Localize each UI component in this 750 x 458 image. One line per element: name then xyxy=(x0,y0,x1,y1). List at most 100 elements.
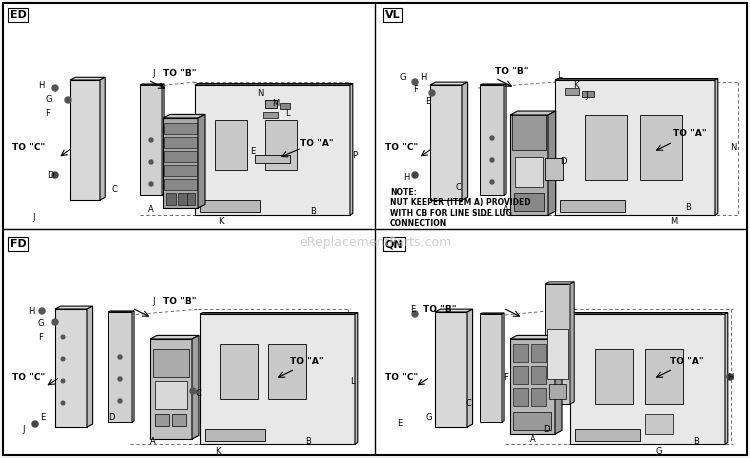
Circle shape xyxy=(118,355,122,359)
Circle shape xyxy=(118,399,122,403)
Bar xyxy=(172,414,186,426)
Bar xyxy=(514,193,544,211)
Polygon shape xyxy=(545,284,570,404)
Bar xyxy=(164,179,197,190)
Bar xyxy=(265,120,297,170)
Text: J: J xyxy=(22,425,25,434)
Text: K: K xyxy=(573,81,578,89)
Bar xyxy=(645,349,683,404)
Text: NOTE:
NUT KEEPER (ITEM A) PROVIDED
WITH CB FOR LINE SIDE LUG
CONNECTION: NOTE: NUT KEEPER (ITEM A) PROVIDED WITH … xyxy=(390,188,531,228)
Bar xyxy=(164,123,197,134)
Circle shape xyxy=(62,401,64,405)
Polygon shape xyxy=(200,314,355,444)
Text: TO "A": TO "A" xyxy=(673,129,706,137)
Text: TO "A": TO "A" xyxy=(670,358,704,366)
Bar xyxy=(565,88,579,95)
Circle shape xyxy=(149,138,153,142)
Bar xyxy=(582,91,594,97)
Text: TO "C": TO "C" xyxy=(12,372,45,382)
Polygon shape xyxy=(150,335,199,339)
Text: FD: FD xyxy=(10,239,26,249)
Polygon shape xyxy=(510,115,548,215)
Bar xyxy=(531,344,546,362)
Polygon shape xyxy=(435,309,472,312)
Text: J: J xyxy=(585,91,587,99)
Text: K: K xyxy=(215,447,220,456)
Polygon shape xyxy=(570,314,725,444)
Polygon shape xyxy=(150,339,192,439)
Bar xyxy=(513,388,528,406)
Text: H: H xyxy=(38,82,44,91)
Polygon shape xyxy=(108,312,132,422)
Text: J: J xyxy=(152,296,154,305)
Text: A: A xyxy=(503,206,509,214)
Polygon shape xyxy=(467,309,472,427)
Text: F: F xyxy=(413,86,418,94)
Polygon shape xyxy=(140,84,164,85)
Text: TO "A": TO "A" xyxy=(300,138,334,147)
Text: M: M xyxy=(670,217,677,225)
Polygon shape xyxy=(195,85,350,215)
Bar xyxy=(164,137,197,148)
Text: G: G xyxy=(425,413,431,421)
Polygon shape xyxy=(480,85,504,195)
Text: J: J xyxy=(152,70,154,78)
Bar xyxy=(265,100,277,108)
Text: E: E xyxy=(397,420,402,429)
Text: E: E xyxy=(425,98,430,107)
Bar xyxy=(220,344,258,399)
Text: A: A xyxy=(150,437,156,447)
Text: TO "C": TO "C" xyxy=(385,372,418,382)
Circle shape xyxy=(62,335,64,339)
Polygon shape xyxy=(163,118,198,208)
Polygon shape xyxy=(200,312,358,314)
Polygon shape xyxy=(70,80,100,200)
Polygon shape xyxy=(510,111,556,115)
Text: H: H xyxy=(420,73,426,82)
Text: TO "B": TO "B" xyxy=(423,305,457,313)
Polygon shape xyxy=(195,83,352,85)
Circle shape xyxy=(52,319,58,325)
Bar xyxy=(575,429,640,441)
Circle shape xyxy=(62,379,64,383)
Text: C: C xyxy=(195,389,201,398)
Bar xyxy=(513,412,551,430)
Bar xyxy=(205,429,265,441)
Text: P: P xyxy=(352,151,357,159)
Polygon shape xyxy=(140,85,162,195)
Text: F: F xyxy=(45,109,50,118)
Bar xyxy=(164,151,197,162)
Text: G: G xyxy=(400,73,406,82)
Bar xyxy=(215,120,247,170)
Bar xyxy=(640,115,682,180)
Bar xyxy=(512,115,546,150)
Bar xyxy=(531,388,546,406)
Text: F: F xyxy=(38,333,43,342)
Bar xyxy=(200,200,260,212)
Bar xyxy=(645,414,673,434)
Circle shape xyxy=(52,85,58,91)
Polygon shape xyxy=(480,314,502,422)
Text: A: A xyxy=(148,206,154,214)
Text: H: H xyxy=(28,306,34,316)
Text: N: N xyxy=(257,88,263,98)
Bar xyxy=(268,344,306,399)
Bar xyxy=(560,200,625,212)
Circle shape xyxy=(149,160,153,164)
Polygon shape xyxy=(510,335,562,339)
Text: M: M xyxy=(272,98,279,108)
Text: TO "B": TO "B" xyxy=(495,66,529,76)
Bar xyxy=(255,155,290,163)
Polygon shape xyxy=(715,79,718,215)
Text: F: F xyxy=(503,372,508,382)
Text: J: J xyxy=(32,213,34,223)
Polygon shape xyxy=(725,312,728,444)
Bar xyxy=(280,103,290,109)
Text: G: G xyxy=(45,96,52,104)
Text: K: K xyxy=(218,218,223,227)
Polygon shape xyxy=(545,282,574,284)
Polygon shape xyxy=(480,84,506,85)
Polygon shape xyxy=(198,114,205,208)
Text: E: E xyxy=(40,413,45,421)
Circle shape xyxy=(39,308,45,314)
